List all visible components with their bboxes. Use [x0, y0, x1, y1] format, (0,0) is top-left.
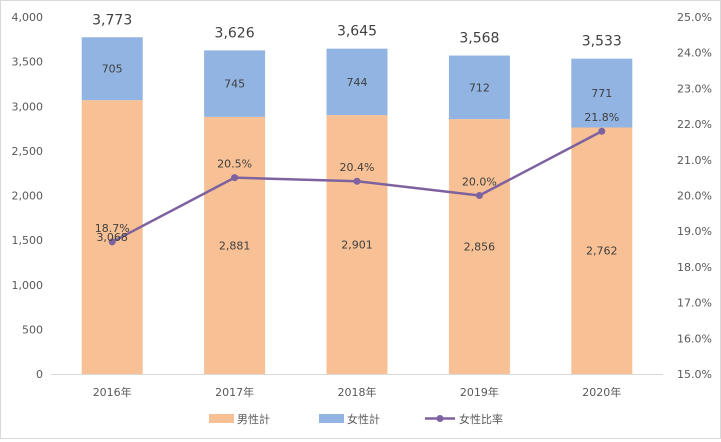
ratio-data-label: 20.4%	[340, 161, 375, 174]
y-right-tick-label: 24.0%	[677, 47, 712, 60]
x-tick-label: 2019年	[460, 385, 499, 399]
ratio-data-label: 21.8%	[584, 111, 619, 124]
ratio-point	[231, 174, 239, 182]
ratio-point	[475, 192, 483, 199]
female-data-label: 771	[591, 87, 612, 100]
ratio-point	[598, 127, 606, 135]
male-data-label: 2,901	[341, 239, 373, 252]
bar-male	[571, 127, 633, 374]
bar-female	[326, 48, 388, 116]
bar-female	[81, 37, 143, 101]
y-left-tick-label: 3,000	[12, 100, 44, 113]
legend-swatch-female	[319, 414, 344, 423]
ratio-data-label: 18.7%	[95, 222, 130, 235]
y-right-tick-label: 16.0%	[677, 332, 712, 345]
y-left-tick-label: 3,500	[12, 56, 44, 69]
female-data-label: 745	[224, 78, 245, 91]
y-right-tick-label: 20.0%	[677, 190, 712, 203]
bar-female	[448, 55, 510, 120]
legend-swatch-ratio-marker	[436, 415, 444, 422]
x-tick-label: 2020年	[582, 385, 621, 399]
y-right-tick-label: 17.0%	[677, 297, 712, 310]
female-data-label: 705	[102, 63, 123, 76]
x-tick-label: 2017年	[215, 385, 254, 399]
total-data-label: 3,645	[337, 24, 377, 40]
y-left-tick-label: 1,000	[12, 279, 44, 292]
y-right-tick-label: 15.0%	[677, 368, 712, 381]
ratio-point	[108, 238, 116, 246]
male-data-label: 2,881	[219, 239, 251, 252]
total-data-label: 3,626	[215, 25, 255, 41]
bar-female	[204, 50, 266, 117]
legend-label-male: 男性計	[237, 412, 270, 426]
total-data-label: 3,568	[459, 31, 499, 47]
bar-male	[81, 100, 143, 374]
total-data-label: 3,773	[92, 12, 132, 28]
y-left-tick-label: 4,000	[12, 11, 44, 24]
y-right-tick-label: 25.0%	[677, 11, 712, 24]
y-right-tick-label: 22.0%	[677, 118, 712, 131]
y-left-tick-label: 2,500	[12, 145, 44, 158]
y-right-tick-label: 23.0%	[677, 82, 712, 95]
y-left-tick-label: 500	[22, 323, 43, 336]
bar-female	[571, 58, 633, 128]
y-left-tick-label: 0	[36, 368, 43, 381]
bar-male	[326, 115, 388, 374]
legend-swatch-male	[209, 414, 234, 423]
legend-label-female: 女性計	[347, 412, 380, 426]
x-tick-label: 2016年	[93, 385, 132, 399]
bar-male	[204, 116, 266, 374]
y-right-tick-label: 21.0%	[677, 154, 712, 167]
ratio-point	[353, 177, 361, 185]
male-data-label: 3,068	[96, 231, 128, 244]
y-right-tick-label: 19.0%	[677, 225, 712, 238]
male-data-label: 2,856	[464, 241, 496, 254]
female-data-label: 744	[347, 76, 368, 89]
bar-male	[448, 119, 510, 375]
total-data-label: 3,533	[582, 34, 622, 50]
ratio-data-label: 20.0%	[462, 176, 497, 189]
legend-label-ratio: 女性比率	[459, 412, 503, 426]
ratio-data-label: 20.5%	[217, 158, 252, 171]
x-tick-label: 2018年	[338, 385, 377, 399]
male-data-label: 2,762	[586, 245, 618, 258]
y-left-tick-label: 2,000	[12, 190, 44, 203]
y-right-tick-label: 18.0%	[677, 261, 712, 274]
y-left-tick-label: 1,500	[12, 234, 44, 247]
female-data-label: 712	[469, 81, 490, 94]
